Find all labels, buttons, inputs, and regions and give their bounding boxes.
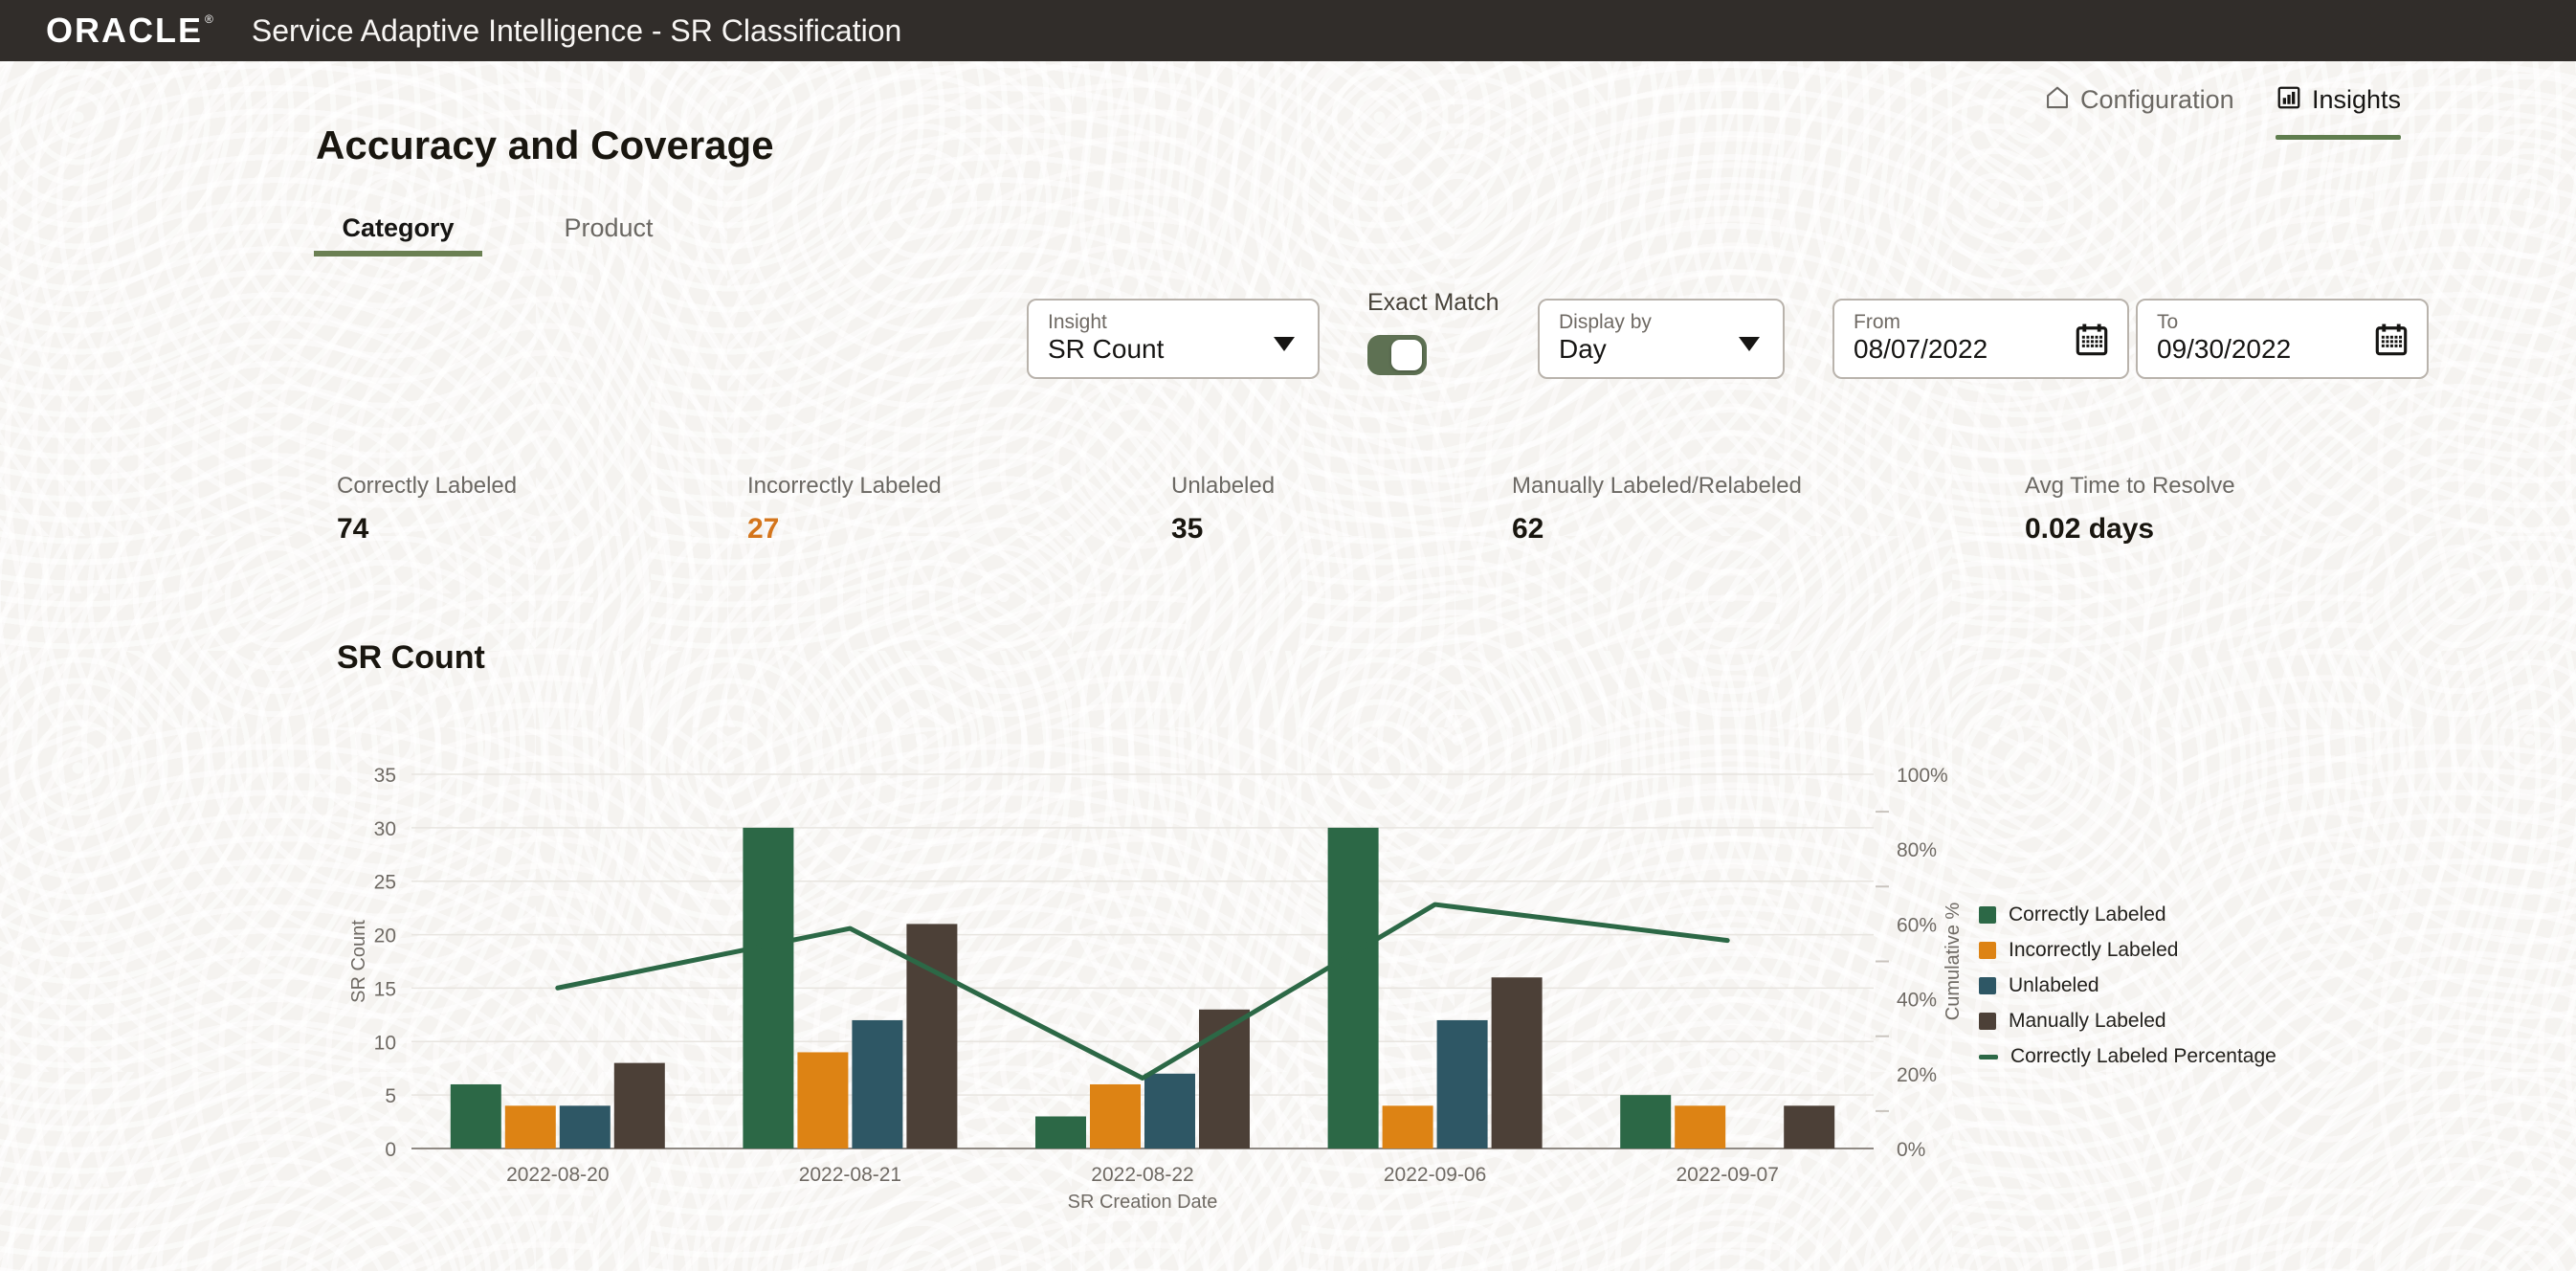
kpi-label: Correctly Labeled xyxy=(337,473,518,499)
svg-text:SR Creation Date: SR Creation Date xyxy=(1068,1192,1218,1213)
nav-item-configuration[interactable]: Configuration xyxy=(2044,84,2234,140)
svg-text:20%: 20% xyxy=(1897,1064,1937,1086)
legend-item: Manually Labeled xyxy=(1979,1010,2276,1033)
app-header: ORACLE ® Service Adaptive Intelligence - … xyxy=(0,0,2576,61)
kpi-correctly-labeled: Correctly Labeled 74 xyxy=(337,473,517,546)
svg-text:SR Count: SR Count xyxy=(348,920,369,1003)
svg-text:2022-08-20: 2022-08-20 xyxy=(506,1164,609,1186)
kpi-label: Unlabeled xyxy=(1171,473,1276,499)
chart-legend: Correctly Labeled Incorrectly Labeled Unla… xyxy=(1979,903,2276,1081)
legend-item: Correctly Labeled xyxy=(1979,903,2276,926)
kpi-manually-labeled: Manually Labeled/Relabeled 62 xyxy=(1512,473,1802,546)
svg-text:2022-09-06: 2022-09-06 xyxy=(1384,1164,1486,1186)
oracle-logo: ORACLE ® xyxy=(46,11,215,51)
svg-text:2022-08-22: 2022-08-22 xyxy=(1091,1164,1193,1186)
svg-text:5: 5 xyxy=(385,1085,396,1107)
svg-text:10: 10 xyxy=(374,1032,396,1054)
from-date-label: From xyxy=(1854,311,1900,333)
kpi-value: 62 xyxy=(1512,513,1544,545)
exact-match-toggle[interactable] xyxy=(1367,335,1427,375)
from-date-value: 08/07/2022 xyxy=(1854,334,1988,364)
svg-text:30: 30 xyxy=(374,818,396,840)
kpi-label: Incorrectly Labeled xyxy=(747,473,942,499)
legend-item: Incorrectly Labeled xyxy=(1979,939,2276,962)
calendar-icon[interactable] xyxy=(2072,320,2112,365)
svg-text:40%: 40% xyxy=(1897,990,1937,1012)
kpi-value: 74 xyxy=(337,513,369,545)
svg-text:100%: 100% xyxy=(1897,765,1948,787)
oracle-wordmark: ORACLE xyxy=(46,11,203,50)
svg-text:0: 0 xyxy=(385,1139,396,1161)
svg-text:80%: 80% xyxy=(1897,839,1937,861)
tab-product[interactable]: Product xyxy=(564,213,654,242)
legend-label: Correctly Labeled xyxy=(2009,903,2166,925)
kpi-value: 0.02 days xyxy=(2025,513,2155,545)
svg-text:15: 15 xyxy=(374,978,396,1000)
kpi-label: Avg Time to Resolve xyxy=(2025,473,2235,499)
svg-text:20: 20 xyxy=(374,925,396,948)
nav-configuration-label: Configuration xyxy=(2080,85,2234,114)
svg-text:60%: 60% xyxy=(1897,914,1937,936)
tab-category[interactable]: Category xyxy=(314,211,482,256)
legend-label: Unlabeled xyxy=(2009,974,2099,996)
kpi-value: 35 xyxy=(1171,513,1204,545)
legend-color-swatch xyxy=(1979,977,1996,994)
to-date-field[interactable]: To 09/30/2022 xyxy=(2136,299,2429,379)
to-date-label: To xyxy=(2157,311,2179,333)
from-date-field[interactable]: From 08/07/2022 xyxy=(1832,299,2129,379)
registered-mark: ® xyxy=(205,12,215,26)
calendar-icon[interactable] xyxy=(2371,320,2411,365)
legend-color-swatch xyxy=(1979,1013,1996,1030)
svg-text:25: 25 xyxy=(374,872,396,894)
sr-count-chart: 0 5 10 15 20 25 30 35 0% 20% 40% 60% 80% 100% SR Count… xyxy=(348,765,1964,1213)
legend-line-swatch xyxy=(1979,1054,1998,1059)
legend-color-swatch xyxy=(1979,906,1996,924)
nav-item-insights[interactable]: Insights xyxy=(2276,84,2402,140)
kpi-unlabeled: Unlabeled 35 xyxy=(1171,473,1275,546)
legend-color-swatch xyxy=(1979,942,1996,959)
display-by-value: Day xyxy=(1559,334,1607,364)
svg-text:0%: 0% xyxy=(1897,1139,1925,1161)
kpi-avg-time-to-resolve: Avg Time to Resolve 0.02 days xyxy=(2025,473,2235,546)
svg-text:Cumulative %: Cumulative % xyxy=(1943,903,1964,1021)
legend-item: Unlabeled xyxy=(1979,974,2276,997)
insight-select[interactable]: Insight SR Count xyxy=(1027,299,1320,379)
chart-title: SR Count xyxy=(337,639,485,676)
bar-chart-icon xyxy=(2276,84,2302,116)
toggle-knob xyxy=(1391,340,1422,370)
legend-label: Manually Labeled xyxy=(2009,1010,2166,1032)
display-by-label: Display by xyxy=(1559,311,1652,333)
legend-label: Incorrectly Labeled xyxy=(2009,939,2179,961)
caret-down-icon xyxy=(1739,337,1760,351)
display-by-select[interactable]: Display by Day xyxy=(1538,299,1785,379)
kpi-value: 27 xyxy=(747,513,780,545)
home-icon xyxy=(2044,84,2071,116)
insight-select-label: Insight xyxy=(1048,311,1107,333)
svg-text:35: 35 xyxy=(374,765,396,787)
nav-insights-label: Insights xyxy=(2312,85,2402,114)
insight-select-value: SR Count xyxy=(1048,334,1165,364)
kpi-label: Manually Labeled/Relabeled xyxy=(1512,473,1802,499)
legend-label: Correctly Labeled Percentage xyxy=(2010,1045,2276,1067)
legend-item: Correctly Labeled Percentage xyxy=(1979,1045,2276,1068)
kpi-incorrectly-labeled: Incorrectly Labeled 27 xyxy=(747,473,942,546)
caret-down-icon xyxy=(1274,337,1295,351)
to-date-value: 09/30/2022 xyxy=(2157,334,2292,364)
svg-text:2022-08-21: 2022-08-21 xyxy=(799,1164,901,1186)
svg-text:2022-09-07: 2022-09-07 xyxy=(1676,1164,1778,1186)
exact-match-label: Exact Match xyxy=(1367,289,1499,316)
app-title: Service Adaptive Intelligence - SR Class… xyxy=(251,12,902,48)
page-title: Accuracy and Coverage xyxy=(316,123,774,167)
